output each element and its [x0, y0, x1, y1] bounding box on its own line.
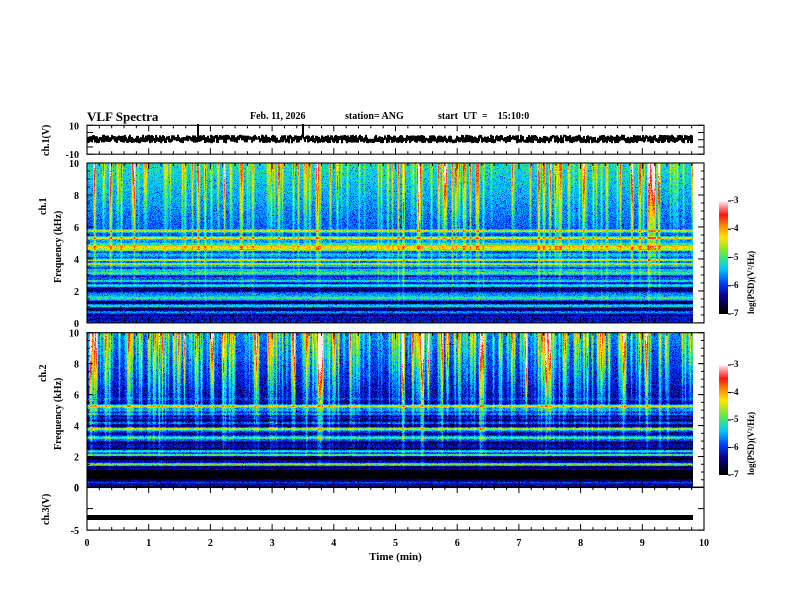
svg-text:8: 8: [578, 538, 583, 549]
svg-text:2: 2: [208, 538, 213, 549]
svg-text:4: 4: [74, 422, 79, 433]
svg-text:6: 6: [74, 223, 79, 234]
svg-text:10: 10: [69, 159, 79, 170]
svg-text:0: 0: [85, 538, 90, 549]
svg-text:8: 8: [74, 191, 79, 202]
svg-text:6: 6: [74, 391, 79, 402]
svg-text:2: 2: [74, 453, 79, 464]
svg-text:5: 5: [393, 538, 398, 549]
svg-text:4: 4: [331, 538, 336, 549]
svg-text:9: 9: [640, 538, 645, 549]
svg-text:Time (min): Time (min): [369, 551, 422, 563]
svg-text:8: 8: [74, 360, 79, 371]
svg-text:7: 7: [516, 538, 521, 549]
svg-text:10: 10: [69, 121, 79, 132]
svg-text:-5: -5: [71, 526, 79, 537]
svg-text:4: 4: [74, 255, 79, 266]
svg-text:0: 0: [74, 483, 79, 494]
svg-text:1: 1: [146, 538, 151, 549]
svg-text:3: 3: [270, 538, 275, 549]
svg-text:10: 10: [69, 329, 79, 340]
svg-text:6: 6: [455, 538, 460, 549]
svg-text:10: 10: [699, 538, 709, 549]
svg-text:2: 2: [74, 287, 79, 298]
